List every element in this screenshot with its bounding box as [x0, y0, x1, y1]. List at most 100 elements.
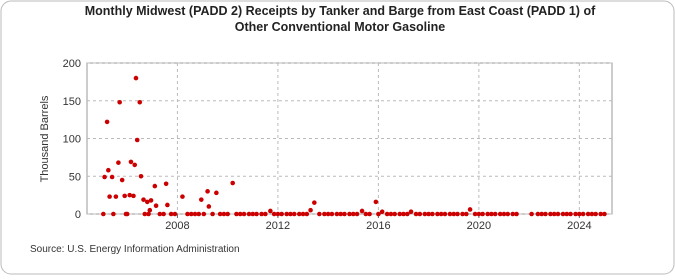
point [598, 211, 603, 217]
point [127, 192, 133, 198]
point [113, 194, 119, 199]
y-tick-label: 200 [63, 58, 81, 70]
y-tick-label: 150 [63, 96, 81, 108]
point [577, 211, 582, 217]
point [259, 211, 264, 217]
point [373, 199, 379, 205]
point [131, 193, 136, 199]
y-tick-label: 50 [69, 171, 81, 183]
point [107, 194, 112, 199]
point [354, 211, 360, 217]
point [163, 181, 169, 187]
point [119, 177, 125, 183]
point [291, 211, 297, 217]
point [172, 211, 178, 217]
point [501, 211, 507, 217]
point [214, 190, 219, 196]
point [250, 211, 256, 217]
point [384, 211, 390, 217]
point [104, 119, 110, 125]
x-tick-label: 2016 [366, 220, 390, 232]
point [397, 211, 403, 217]
point [408, 209, 414, 215]
point [363, 211, 369, 217]
point [329, 211, 335, 217]
point [254, 211, 259, 217]
point [338, 211, 344, 217]
point [275, 211, 281, 217]
point [185, 211, 190, 217]
point [296, 211, 302, 217]
point [312, 200, 317, 205]
point [325, 211, 331, 217]
point [492, 211, 498, 217]
point [543, 211, 548, 217]
point [422, 211, 428, 217]
x-tick-label: 2020 [467, 220, 491, 232]
point [148, 198, 154, 203]
point [564, 211, 570, 217]
point [141, 197, 146, 202]
point [489, 211, 494, 217]
point [539, 211, 544, 217]
point [198, 197, 204, 202]
point [451, 211, 457, 217]
point [317, 211, 322, 217]
point [268, 208, 273, 214]
point [161, 211, 166, 217]
point [201, 211, 207, 217]
point [188, 211, 194, 217]
point [128, 159, 134, 165]
point [593, 211, 598, 217]
x-tick-label: 2012 [266, 220, 290, 232]
point [555, 211, 561, 217]
point [529, 211, 534, 217]
point [388, 211, 394, 217]
y-axis-label: Thousand Barrels [39, 95, 51, 182]
point [460, 211, 465, 217]
point [485, 211, 490, 217]
point [417, 211, 423, 217]
point [464, 211, 469, 217]
point [157, 211, 163, 217]
point [430, 211, 435, 217]
point [467, 207, 473, 212]
point [234, 211, 239, 217]
point [304, 211, 310, 217]
point [568, 211, 573, 217]
point [192, 211, 198, 217]
point [514, 211, 519, 217]
point [165, 202, 170, 208]
point [447, 211, 453, 217]
point [367, 211, 372, 217]
point [279, 211, 284, 217]
point [535, 211, 541, 217]
point [271, 211, 277, 217]
y-tick-label: 100 [63, 134, 81, 146]
point [442, 211, 448, 217]
x-tick-label: 2024 [567, 220, 591, 232]
point [124, 211, 130, 217]
point [551, 211, 557, 217]
point [246, 211, 252, 217]
point [146, 211, 151, 217]
point [101, 211, 106, 217]
point [122, 193, 127, 199]
y-tick-label: 0 [75, 209, 81, 221]
point [438, 211, 444, 217]
point [117, 99, 122, 105]
point [116, 160, 121, 165]
point [476, 211, 482, 217]
point [347, 211, 352, 217]
point [413, 211, 419, 217]
point [392, 211, 398, 217]
point [134, 137, 140, 143]
point [132, 162, 138, 168]
point [237, 211, 243, 217]
point [225, 211, 230, 217]
point [109, 174, 115, 180]
point [144, 199, 150, 205]
point [350, 211, 356, 217]
point [580, 211, 586, 217]
